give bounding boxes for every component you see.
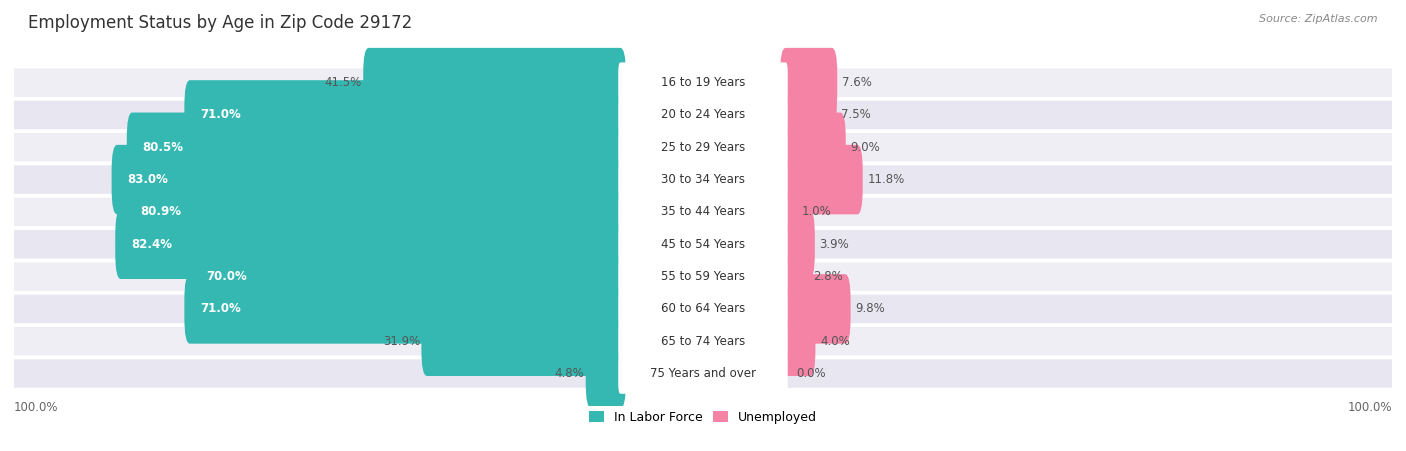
- Text: 7.6%: 7.6%: [842, 76, 872, 89]
- Text: 1.0%: 1.0%: [801, 205, 832, 218]
- FancyBboxPatch shape: [619, 289, 787, 329]
- Text: 65 to 74 Years: 65 to 74 Years: [661, 335, 745, 348]
- FancyBboxPatch shape: [184, 274, 626, 344]
- FancyBboxPatch shape: [14, 101, 1392, 129]
- Text: 30 to 34 Years: 30 to 34 Years: [661, 173, 745, 186]
- FancyBboxPatch shape: [619, 321, 787, 361]
- Text: Source: ZipAtlas.com: Source: ZipAtlas.com: [1260, 14, 1378, 23]
- Text: 60 to 64 Years: 60 to 64 Years: [661, 303, 745, 315]
- Text: 55 to 59 Years: 55 to 59 Years: [661, 270, 745, 283]
- FancyBboxPatch shape: [14, 262, 1392, 291]
- Text: 80.9%: 80.9%: [141, 205, 181, 218]
- FancyBboxPatch shape: [619, 127, 787, 167]
- FancyBboxPatch shape: [422, 307, 626, 376]
- Text: 4.0%: 4.0%: [820, 335, 851, 348]
- FancyBboxPatch shape: [363, 48, 626, 117]
- FancyBboxPatch shape: [780, 307, 815, 376]
- FancyBboxPatch shape: [780, 242, 808, 311]
- FancyBboxPatch shape: [14, 327, 1392, 355]
- Text: 100.0%: 100.0%: [14, 401, 59, 414]
- FancyBboxPatch shape: [14, 198, 1392, 226]
- Text: 0.0%: 0.0%: [796, 367, 825, 380]
- FancyBboxPatch shape: [619, 62, 787, 103]
- Text: 45 to 54 Years: 45 to 54 Years: [661, 238, 745, 251]
- Text: 82.4%: 82.4%: [131, 238, 172, 251]
- FancyBboxPatch shape: [619, 256, 787, 297]
- FancyBboxPatch shape: [14, 295, 1392, 323]
- Text: 20 to 24 Years: 20 to 24 Years: [661, 108, 745, 121]
- FancyBboxPatch shape: [14, 69, 1392, 97]
- Text: 70.0%: 70.0%: [207, 270, 247, 283]
- FancyBboxPatch shape: [127, 112, 626, 182]
- FancyBboxPatch shape: [780, 177, 797, 247]
- Text: 100.0%: 100.0%: [1347, 401, 1392, 414]
- Text: Employment Status by Age in Zip Code 29172: Employment Status by Age in Zip Code 291…: [28, 14, 412, 32]
- Text: 35 to 44 Years: 35 to 44 Years: [661, 205, 745, 218]
- FancyBboxPatch shape: [124, 177, 626, 247]
- Text: 71.0%: 71.0%: [200, 303, 240, 315]
- FancyBboxPatch shape: [14, 230, 1392, 258]
- Text: 7.5%: 7.5%: [841, 108, 872, 121]
- FancyBboxPatch shape: [780, 48, 837, 117]
- Text: 25 to 29 Years: 25 to 29 Years: [661, 141, 745, 154]
- FancyBboxPatch shape: [619, 159, 787, 200]
- Text: 75 Years and over: 75 Years and over: [650, 367, 756, 380]
- FancyBboxPatch shape: [184, 80, 626, 150]
- Text: 9.0%: 9.0%: [851, 141, 880, 154]
- FancyBboxPatch shape: [111, 145, 626, 214]
- Text: 80.5%: 80.5%: [142, 141, 184, 154]
- FancyBboxPatch shape: [14, 133, 1392, 161]
- FancyBboxPatch shape: [619, 224, 787, 264]
- FancyBboxPatch shape: [619, 192, 787, 232]
- Text: 16 to 19 Years: 16 to 19 Years: [661, 76, 745, 89]
- Text: 83.0%: 83.0%: [128, 173, 169, 186]
- FancyBboxPatch shape: [619, 95, 787, 135]
- Text: 41.5%: 41.5%: [325, 76, 361, 89]
- Text: 4.8%: 4.8%: [554, 367, 585, 380]
- FancyBboxPatch shape: [619, 354, 787, 394]
- FancyBboxPatch shape: [14, 359, 1392, 388]
- FancyBboxPatch shape: [780, 112, 846, 182]
- FancyBboxPatch shape: [780, 145, 863, 214]
- FancyBboxPatch shape: [14, 166, 1392, 194]
- FancyBboxPatch shape: [780, 80, 837, 150]
- FancyBboxPatch shape: [586, 339, 626, 408]
- FancyBboxPatch shape: [780, 274, 851, 344]
- Text: 11.8%: 11.8%: [868, 173, 905, 186]
- FancyBboxPatch shape: [190, 242, 626, 311]
- FancyBboxPatch shape: [115, 210, 626, 279]
- Legend: In Labor Force, Unemployed: In Labor Force, Unemployed: [583, 406, 823, 429]
- Text: 3.9%: 3.9%: [820, 238, 849, 251]
- Text: 31.9%: 31.9%: [382, 335, 420, 348]
- Text: 71.0%: 71.0%: [200, 108, 240, 121]
- Text: 2.8%: 2.8%: [813, 270, 842, 283]
- Text: 9.8%: 9.8%: [855, 303, 886, 315]
- FancyBboxPatch shape: [780, 210, 815, 279]
